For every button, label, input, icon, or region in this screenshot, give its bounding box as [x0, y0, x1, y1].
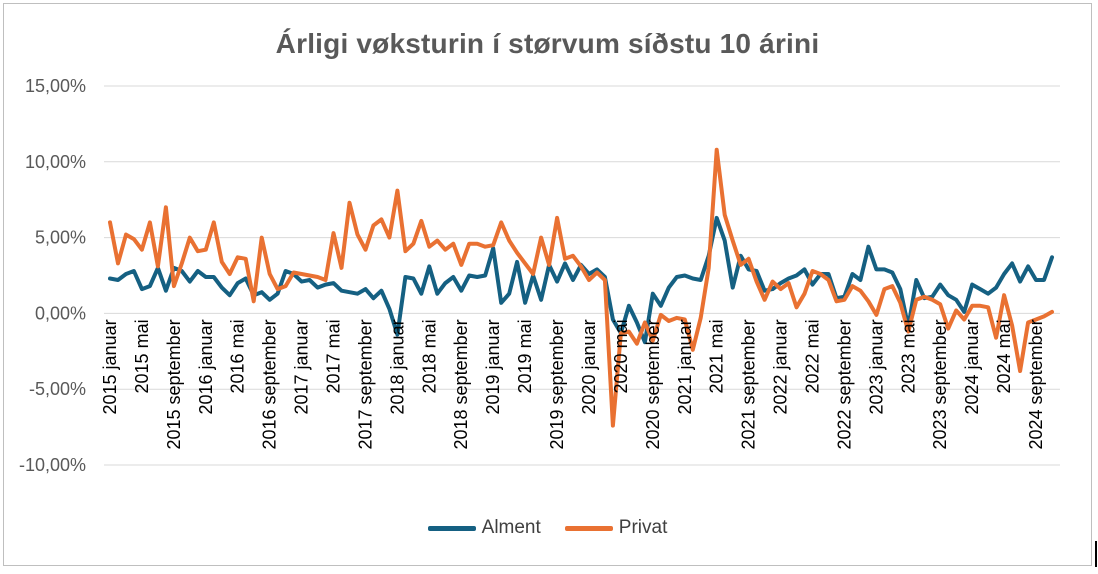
x-tick-label: 2017 september	[355, 319, 375, 449]
x-tick-label: 2024 januar	[962, 319, 982, 414]
x-tick-label: 2023 januar	[866, 319, 886, 414]
chart-frame	[3, 3, 1092, 566]
x-tick-label: 2021 september	[739, 319, 759, 449]
legend: Alment Privat	[0, 517, 1095, 539]
y-tick-label: 5,00%	[35, 228, 86, 248]
y-tick-label: 0,00%	[35, 303, 86, 323]
x-axis: 2015 januar 2015 mai 2015 september 2016 ja…	[100, 319, 1046, 449]
legend-item-alment: Alment	[427, 517, 541, 539]
legend-item-privat: Privat	[564, 517, 668, 539]
x-tick-label: 2015 januar	[100, 319, 120, 414]
x-tick-label: 2015 september	[164, 319, 184, 449]
x-tick-label: 2016 januar	[196, 319, 216, 414]
x-tick-label: 2019 september	[547, 319, 567, 449]
x-tick-label: 2018 september	[451, 319, 471, 449]
legend-label-alment: Alment	[481, 517, 541, 538]
x-tick-label: 2022 mai	[803, 319, 823, 393]
x-tick-label: 2022 januar	[771, 319, 791, 414]
y-tick-label: 15,00%	[25, 76, 86, 96]
x-tick-label: 2024 mai	[994, 319, 1014, 393]
x-tick-label: 2018 januar	[387, 319, 407, 414]
x-tick-label: 2021 januar	[675, 319, 695, 414]
x-tick-label: 2016 mai	[228, 319, 248, 393]
x-tick-label: 2023 mai	[898, 319, 918, 393]
x-tick-label: 2016 september	[260, 319, 280, 449]
legend-swatch-privat	[564, 525, 613, 531]
x-tick-label: 2018 mai	[419, 319, 439, 393]
text-cursor	[1095, 541, 1097, 567]
x-tick-label: 2019 januar	[483, 319, 503, 414]
gridlines	[104, 85, 1060, 466]
x-tick-label: 2015 mai	[132, 319, 152, 393]
x-tick-label: 2023 september	[930, 319, 950, 449]
x-tick-label: 2020 mai	[611, 319, 631, 393]
x-tick-label: 2017 mai	[324, 319, 344, 393]
y-tick-label: 10,00%	[25, 152, 86, 172]
x-tick-label: 2017 januar	[292, 319, 312, 414]
y-tick-label: -5,00%	[29, 379, 86, 399]
x-tick-label: 2020 september	[643, 319, 663, 449]
y-axis: 15,00% 10,00% 5,00% 0,00% -5,00% -10,00%	[19, 76, 86, 475]
x-tick-label: 2024 september	[1026, 319, 1046, 449]
x-tick-label: 2020 januar	[579, 319, 599, 414]
legend-label-privat: Privat	[618, 517, 668, 538]
x-tick-label: 2019 mai	[515, 319, 535, 393]
y-tick-label: -10,00%	[19, 455, 86, 475]
chart-title: Árligi vøksturin í størvum síðstu 10 ári…	[275, 28, 820, 59]
x-tick-label: 2021 mai	[707, 319, 727, 393]
legend-swatch-alment	[427, 525, 476, 531]
series-line-privat	[108, 147, 1054, 428]
series-lines	[108, 147, 1054, 428]
x-tick-label: 2022 september	[834, 319, 854, 449]
